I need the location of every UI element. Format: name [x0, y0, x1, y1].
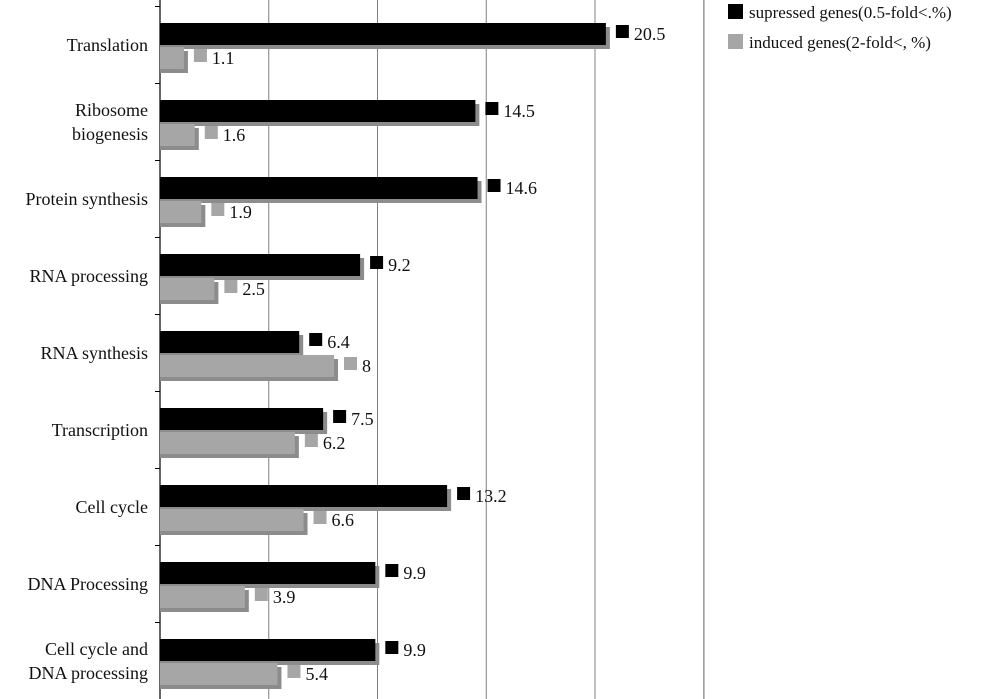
data-label-marker [385, 564, 399, 577]
bar-suppressed [160, 254, 361, 276]
legend-label: induced genes(2-fold<, %) [749, 33, 931, 52]
bar-suppressed [160, 100, 476, 122]
category-label: Ribosome [75, 100, 148, 120]
data-label: 6.4 [327, 332, 350, 352]
bar-induced [160, 278, 215, 300]
bar-suppressed [160, 639, 376, 661]
category-label: RNA synthesis [40, 343, 148, 363]
data-label: 20.5 [634, 24, 666, 44]
category-labels: Translation Ribosome biogenesis Protein syn… [25, 35, 148, 683]
category-label: Translation [67, 35, 148, 55]
data-label: 3.9 [273, 587, 296, 607]
data-label-marker [287, 665, 301, 678]
data-label: 14.6 [506, 178, 538, 198]
data-label: 9.2 [388, 255, 411, 275]
bar-suppressed [160, 331, 300, 353]
data-label-marker [304, 434, 318, 447]
data-label: 9.9 [403, 640, 426, 660]
category-label: Transcription [52, 420, 148, 440]
data-label-marker [457, 487, 471, 500]
bar-induced [160, 47, 184, 69]
bar-suppressed [160, 23, 606, 45]
data-label-marker [224, 280, 238, 293]
bar-suppressed [160, 177, 478, 199]
bar-induced [160, 663, 278, 685]
data-label: 1.9 [229, 202, 252, 222]
data-label: 6.6 [332, 510, 355, 530]
data-label: 13.2 [475, 486, 507, 506]
data-label: 14.5 [503, 101, 535, 121]
bar-induced [160, 124, 195, 146]
data-label-marker [370, 256, 384, 269]
bar-suppressed [160, 485, 448, 507]
legend-label: supressed genes(0.5-fold<.%) [749, 3, 952, 22]
category-label: Cell cycle and [45, 639, 148, 659]
data-label-marker [309, 333, 323, 346]
category-label: RNA processing [30, 266, 149, 286]
data-label: 5.4 [305, 664, 328, 684]
data-label-marker [485, 102, 499, 115]
data-label: 9.9 [403, 563, 426, 583]
bar-induced [160, 432, 295, 454]
data-label-marker [204, 126, 218, 139]
bar-induced [160, 586, 245, 608]
data-label: 6.2 [323, 433, 346, 453]
data-label-marker [333, 410, 347, 423]
data-label-marker [344, 357, 357, 370]
data-label: 1.1 [212, 48, 235, 68]
bar-induced [160, 201, 202, 223]
data-labels: 20.5 1.1 14.5 1.6 14.6 1.9 9.2 2.5 6.4 8 7.56.2 13.… [193, 24, 666, 684]
data-label-marker [254, 588, 268, 601]
data-label: 2.5 [242, 279, 265, 299]
data-label: 1.6 [223, 125, 246, 145]
legend-swatch [728, 4, 743, 19]
data-label-marker [615, 25, 629, 38]
category-label: DNA processing [29, 663, 149, 683]
data-label-marker [193, 49, 207, 62]
data-label: 7.5 [351, 409, 374, 429]
data-label-marker [385, 641, 399, 654]
data-label-marker [487, 179, 501, 192]
bar-suppressed [160, 562, 376, 584]
bar-induced [160, 509, 304, 531]
bars [160, 23, 610, 689]
legend: supressed genes(0.5-fold<.%) induced gene… [703, 0, 952, 699]
category-label: Protein synthesis [25, 189, 148, 209]
category-label: Cell cycle [76, 497, 148, 517]
category-label: biogenesis [72, 124, 148, 144]
data-label-marker [313, 511, 327, 524]
category-label: DNA Processing [28, 574, 149, 594]
category-axis [155, 6, 160, 623]
data-label: 8 [362, 356, 371, 376]
legend-swatch [728, 34, 743, 49]
data-label-marker [211, 203, 225, 216]
bar-induced [160, 355, 334, 377]
bar-suppressed [160, 408, 324, 430]
